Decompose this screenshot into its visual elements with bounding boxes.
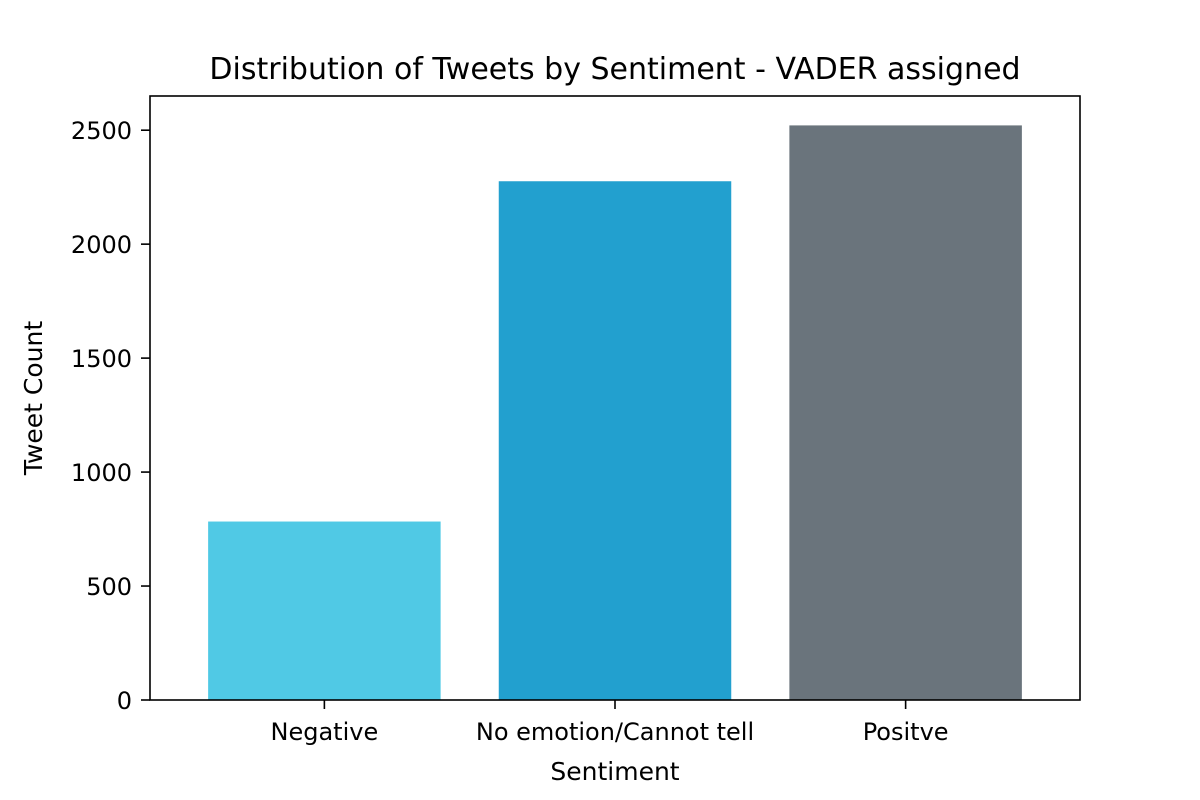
bar-2 (789, 125, 1022, 700)
y-tick-label-3: 1500 (71, 345, 132, 373)
y-tick-label-4: 2000 (71, 231, 132, 259)
y-tick-label-1: 500 (86, 573, 132, 601)
bar-1 (498, 181, 732, 700)
x-axis-label: Sentiment (550, 757, 679, 786)
chart-title: Distribution of Tweets by Sentiment - VA… (209, 52, 1020, 87)
y-tick-label-2: 1000 (71, 459, 132, 487)
x-tick-label-0: Negative (271, 718, 379, 746)
y-axis-label: Tweet Count (19, 321, 48, 477)
y-tick-label-5: 2500 (71, 117, 132, 145)
y-tick-label-0: 0 (117, 687, 132, 715)
x-axis: Negative No emotion/Cannot tell Positve (271, 700, 949, 746)
bar-0 (208, 521, 441, 700)
x-tick-label-2: Positve (863, 718, 949, 746)
plot-frame (149, 95, 1081, 701)
y-axis: 0 500 1000 1500 2000 2500 (71, 117, 150, 715)
bars-group (208, 125, 1022, 700)
x-tick-label-1: No emotion/Cannot tell (476, 718, 754, 746)
